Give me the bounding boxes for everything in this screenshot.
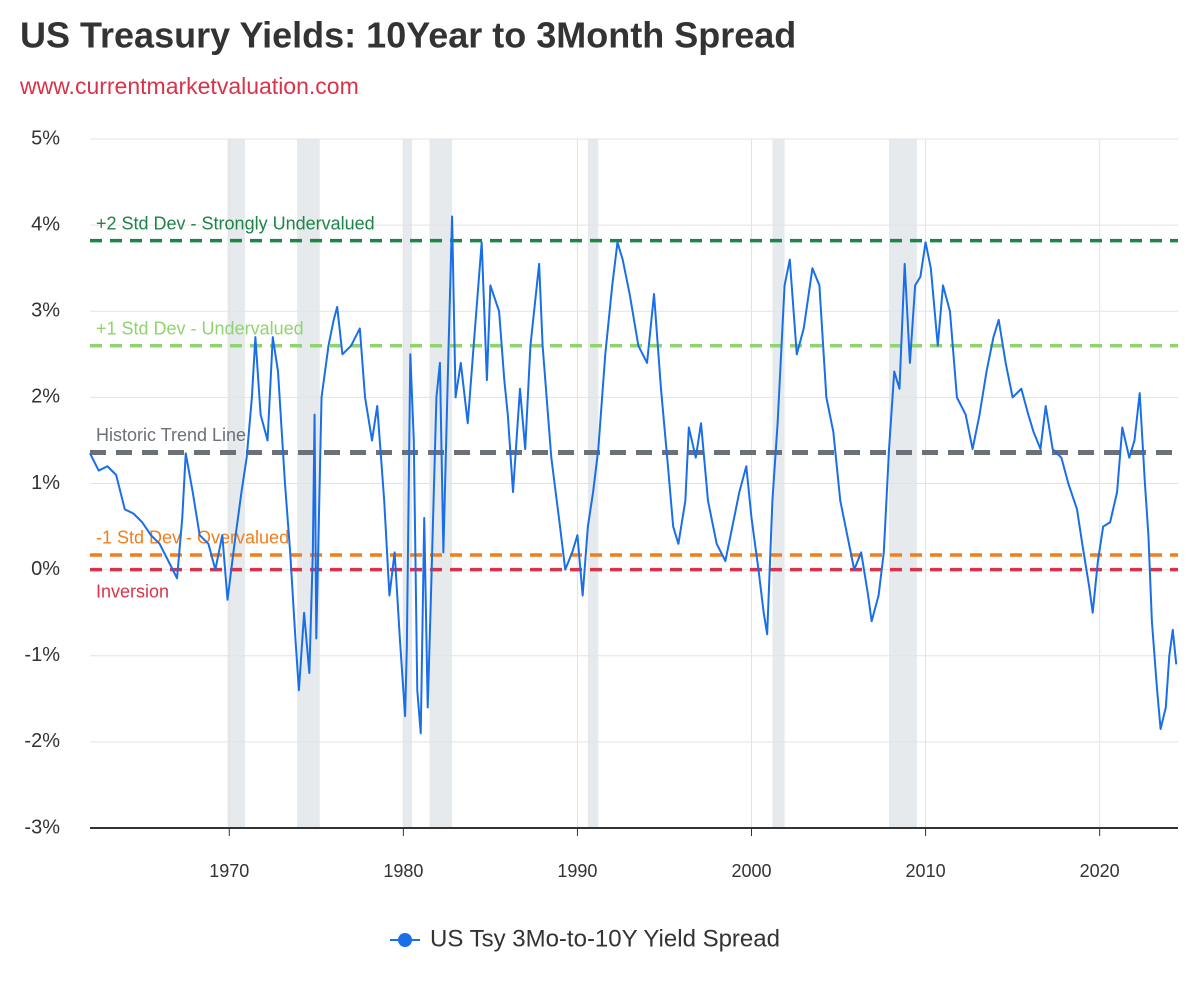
y-tick-label: -3% (24, 816, 60, 838)
y-tick-label: -2% (24, 730, 60, 752)
x-tick-label: 1970 (209, 861, 249, 881)
reference-label: +2 Std Dev - Strongly Undervalued (96, 213, 375, 233)
reference-label: -1 Std Dev - Overvalued (96, 528, 289, 548)
reference-lines: +2 Std Dev - Strongly Undervalued +1 Std … (90, 213, 1178, 601)
y-tick-label: 4% (31, 213, 60, 235)
series-line (89, 215, 1178, 735)
y-tick-label: 5% (31, 127, 60, 149)
axes: -3% -2% -1% 0% 1% 2% 3% 4% 5% 1970 1980 1990 2000 201… (24, 127, 1178, 881)
y-tick-label: 0% (31, 558, 60, 580)
x-tick-label: 1980 (383, 861, 423, 881)
y-tick-label: 3% (31, 300, 60, 322)
x-tick-label: 2000 (731, 861, 771, 881)
legend: US Tsy 3Mo-to-10Y Yield Spread (390, 925, 780, 952)
reference-label: Inversion (96, 581, 169, 601)
plot (89, 215, 1178, 735)
chart-subtitle: www.currentmarketvaluation.com (19, 73, 359, 99)
x-tick-label: 1990 (557, 861, 597, 881)
chart-title: US Treasury Yields: 10Year to 3Month Spr… (20, 15, 796, 56)
legend-marker (398, 933, 412, 947)
legend-label: US Tsy 3Mo-to-10Y Yield Spread (430, 925, 780, 952)
x-tick-label: 2020 (1080, 861, 1120, 881)
y-tick-label: -1% (24, 644, 60, 666)
y-tick-label: 1% (31, 472, 60, 494)
x-tick-label: 2010 (906, 861, 946, 881)
y-tick-label: 2% (31, 386, 60, 408)
reference-label: Historic Trend Line (96, 425, 246, 445)
reference-label: +1 Std Dev - Undervalued (96, 318, 304, 338)
